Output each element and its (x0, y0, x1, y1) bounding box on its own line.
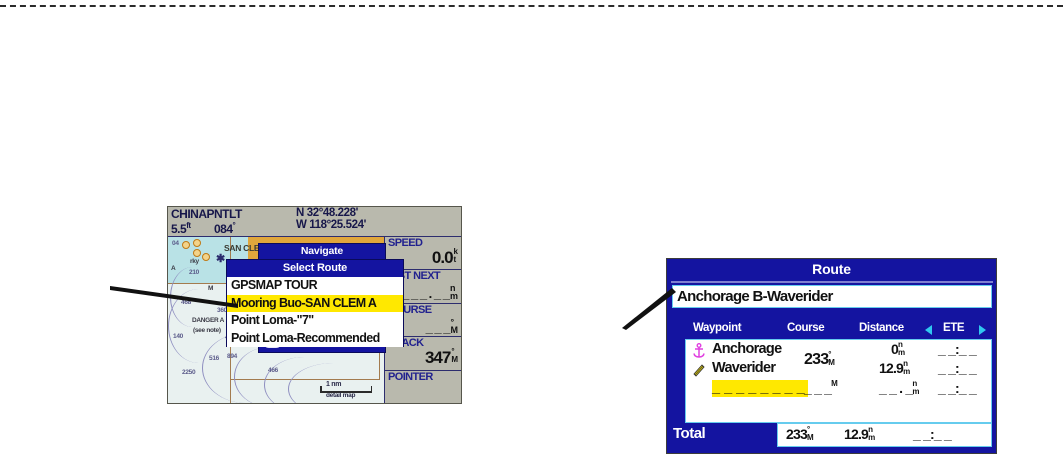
data-field-label: POINTER (388, 370, 433, 383)
select-route-title: Select Route (227, 260, 403, 277)
data-field-value: 0.0 k t (431, 247, 458, 268)
gps-header-bar: CHINAPNTLT 5.5ft 084° N 32°48.228' W 118… (168, 207, 461, 237)
scroll-left-arrow-icon[interactable] (925, 325, 932, 335)
data-field-value: _ _ _ ° M (425, 316, 458, 335)
route-name-value: Anchorage B-Waverider (677, 288, 833, 305)
map-buoy-symbol (193, 239, 201, 247)
map-sounding-label: 466 (268, 367, 278, 374)
waypoint-name-placeholder: _ _ _ _ _ _ _ _ (712, 380, 808, 397)
map-sounding-label: 894 (227, 353, 237, 360)
data-field-label: SPEED (388, 237, 423, 249)
route-list-item[interactable]: Point Loma-Recommended (231, 330, 380, 345)
data-field-speed[interactable]: SPEED 0.0 k t (385, 237, 461, 271)
gps-map-screen: CHINAPNTLT 5.5ft 084° N 32°48.228' W 118… (167, 206, 462, 404)
heading-readout: 084° (214, 221, 236, 236)
column-header-distance: Distance (859, 322, 904, 334)
waypoint-name: Anchorage (712, 341, 782, 357)
anchor-icon (692, 343, 706, 359)
waypoint-distance: _ _ . _ n m (879, 379, 920, 397)
column-header-ete: ETE (943, 322, 965, 334)
map-sounding-label: A (171, 265, 176, 272)
total-values-box: 233 ° M 12.9 n m _ _:_ _ (777, 423, 992, 447)
map-depth-contour (202, 333, 289, 403)
waypoint-ete: _ _:_ _ (938, 380, 977, 396)
waypoint-distance: 12.9 n m (879, 359, 910, 377)
scroll-right-arrow-icon[interactable] (979, 325, 986, 335)
table-row[interactable]: Waverider 233 ° M 12.9 n m _ _:_ _ (686, 351, 991, 380)
route-screen-title: Route (812, 261, 851, 277)
map-sounding-label: 140 (173, 333, 183, 340)
map-depth-contour (234, 347, 305, 403)
scale-bar-tick (370, 386, 372, 393)
route-list-item[interactable]: Point Loma-"7" (231, 313, 314, 327)
table-row-empty-selected[interactable]: _ _ _ _ _ _ _ _ _ _ _ M _ _ . _ n m _ _:_ _ (686, 380, 991, 400)
map-sounding-label: 468 (181, 299, 191, 306)
column-header-course: Course (787, 322, 825, 334)
map-sounding-label: 516 (209, 355, 219, 362)
navigate-menu-title: Navigate (300, 245, 344, 257)
map-rock-symbol: ✱ (216, 253, 226, 265)
page-top-divider (0, 5, 1063, 7)
route-name-field[interactable]: Anchorage B-Waverider (672, 285, 992, 308)
map-depth-contour (264, 357, 345, 403)
map-area-label: SAN CLE (224, 243, 260, 253)
map-buoy-symbol (202, 253, 210, 261)
route-list-item[interactable]: GPSMAP TOUR (231, 278, 318, 292)
map-sounding-label: 04 (172, 240, 179, 247)
route-review-screen: Route Anchorage B-Waverider Waypoint Cou… (666, 258, 997, 454)
map-sounding-label: 360 (217, 307, 227, 314)
data-field-pointer[interactable]: POINTER (385, 370, 461, 403)
chart-name-label: CHINAPNTLT (171, 207, 242, 221)
scale-bar-line (320, 391, 372, 393)
waypoint-ete: _ _:_ _ (938, 341, 977, 357)
waypoint-name: Waverider (712, 360, 776, 376)
select-route-list: GPSMAP TOUR Mooring Buo-SAN CLEM A Point… (227, 277, 403, 347)
map-buoy-symbol (193, 249, 201, 257)
route-list-item-selected[interactable]: Mooring Buo-SAN CLEM A (227, 294, 403, 312)
map-sounding-label: rky (190, 258, 199, 265)
map-danger-label: DANGER A (192, 317, 225, 324)
total-label: Total (673, 425, 706, 442)
total-course: 233 ° M (786, 425, 814, 443)
route-total-bar: Total 233 ° M 12.9 n m _ _:_ _ (667, 423, 996, 449)
map-sounding-label: 210 (189, 269, 199, 276)
map-depth-contour (288, 363, 379, 403)
map-danger-note-label: (see note) (193, 327, 221, 334)
title-divider (671, 281, 993, 283)
map-buoy-symbol (182, 241, 190, 249)
map-sounding-label: 2250 (182, 369, 196, 376)
waypoint-ete: _ _:_ _ (938, 360, 977, 376)
map-depth-contour (168, 289, 229, 363)
map-scale-bar: 1 nm detail map (320, 381, 372, 401)
surfboard-icon (692, 362, 706, 378)
total-ete: _ _:_ _ (913, 426, 952, 442)
scale-value-label: 1 nm (326, 381, 342, 388)
longitude-readout: W 118°25.524' (296, 219, 366, 231)
data-field-value: _ _ _ . _ _ n m (402, 283, 458, 302)
waypoint-course: 233 ° M (804, 350, 835, 369)
scale-detail-label: detail map (326, 392, 356, 399)
latitude-readout: N 32°48.228' (296, 207, 358, 219)
total-distance: 12.9 n m (844, 425, 875, 443)
waypoint-course: _ _ _ M (804, 379, 838, 397)
select-route-dialog: Select Route GPSMAP TOUR Mooring Buo-SAN… (226, 259, 404, 347)
map-sounding-label: M (208, 285, 214, 292)
scale-bar-tick (320, 386, 322, 393)
depth-readout: 5.5ft (171, 221, 191, 236)
column-header-waypoint: Waypoint (693, 322, 742, 334)
data-field-value: 347 ° M (424, 347, 458, 368)
